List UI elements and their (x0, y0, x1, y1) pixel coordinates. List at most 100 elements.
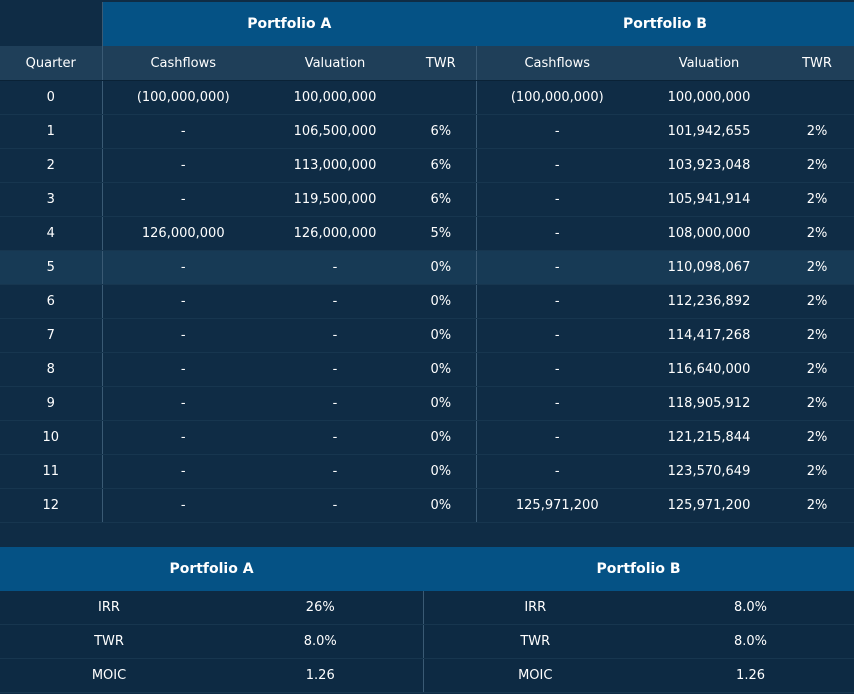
corner-cell (0, 2, 102, 46)
twr-a-cell: 0% (406, 386, 476, 421)
twr-a-cell: 6% (406, 148, 476, 183)
valuation-a-cell: 119,500,000 (264, 182, 406, 217)
cashflows-a-cell: - (101, 182, 264, 217)
cashflows-b-cell: - (475, 182, 638, 217)
cashflows-b-cell: (100,000,000) (475, 80, 638, 115)
twr-a-cell: 5% (406, 216, 476, 251)
column-header-cashflows-a: Cashflows (101, 46, 264, 81)
valuation-b-cell: 116,640,000 (638, 352, 780, 387)
metric-label-b: MOIC (422, 658, 648, 693)
twr-b-cell: 2% (780, 148, 854, 183)
valuation-b-cell: 112,236,892 (638, 284, 780, 319)
cashflows-b-cell: - (475, 420, 638, 455)
valuation-a-cell: - (264, 352, 406, 387)
summary-row: TWR 8.0% TWR 8.0% (0, 624, 854, 659)
twr-a-cell: 6% (406, 182, 476, 217)
valuation-b-cell: 105,941,914 (638, 182, 780, 217)
metric-value-b: 1.26 (647, 658, 854, 693)
cashflows-a-cell: - (101, 488, 264, 523)
group-header-portfolio-a: Portfolio A (101, 2, 476, 46)
valuation-a-cell: - (264, 420, 406, 455)
quarter-cell: 7 (0, 318, 102, 353)
twr-a-cell: 0% (406, 352, 476, 387)
twr-b-cell: 2% (780, 454, 854, 489)
metric-label-a: MOIC (0, 658, 218, 693)
cashflows-b-cell: - (475, 216, 638, 251)
twr-b-cell: 2% (780, 420, 854, 455)
cashflows-a-cell: - (101, 250, 264, 285)
table-row: 1-106,500,000 6% -101,942,655 2% (0, 114, 854, 149)
twr-a-cell: 0% (406, 318, 476, 353)
summary-header-row: Portfolio A Portfolio B (0, 547, 854, 591)
valuation-a-cell: - (264, 386, 406, 421)
valuation-b-cell: 103,923,048 (638, 148, 780, 183)
cashflows-b-cell: - (475, 148, 638, 183)
cashflows-b-cell: - (475, 250, 638, 285)
table-row: 12- -0% 125,971,200 125,971,200 2% (0, 488, 854, 523)
returns-table: Portfolio A Portfolio B Quarter Cashflow… (0, 2, 854, 523)
cashflows-a-cell: - (101, 386, 264, 421)
quarter-cell: 6 (0, 284, 102, 319)
summary-row: MOIC 1.26 MOIC 1.26 (0, 658, 854, 693)
valuation-a-cell: 126,000,000 (264, 216, 406, 251)
quarter-cell: 3 (0, 182, 102, 217)
cashflows-a-cell: - (101, 318, 264, 353)
valuation-b-cell: 118,905,912 (638, 386, 780, 421)
twr-a-cell: 0% (406, 488, 476, 523)
valuation-a-cell: - (264, 488, 406, 523)
metric-value-a: 8.0% (218, 624, 424, 659)
summary-header-portfolio-a: Portfolio A (0, 547, 424, 591)
summary-header-portfolio-b: Portfolio B (423, 547, 854, 591)
table-row: 11- -0% -123,570,649 2% (0, 454, 854, 489)
cashflows-b-cell: - (475, 284, 638, 319)
twr-a-cell: 0% (406, 284, 476, 319)
quarter-cell: 8 (0, 352, 102, 387)
metric-value-a: 26% (218, 591, 424, 625)
group-header-portfolio-b: Portfolio B (476, 2, 854, 46)
cashflows-a-cell: 126,000,000 (101, 216, 264, 251)
quarter-cell: 4 (0, 216, 102, 251)
metric-value-b: 8.0% (647, 591, 854, 625)
cashflows-a-cell: - (101, 114, 264, 149)
cashflows-b-cell: 125,971,200 (475, 488, 638, 523)
twr-a-cell: 0% (406, 250, 476, 285)
twr-b-cell: 2% (780, 250, 854, 285)
twr-a-cell (406, 80, 476, 115)
twr-b-cell: 2% (780, 114, 854, 149)
quarter-cell: 12 (0, 488, 102, 523)
column-header-twr-b: TWR (780, 46, 854, 81)
valuation-a-cell: - (264, 250, 406, 285)
table-row: 10- -0% -121,215,844 2% (0, 420, 854, 455)
valuation-b-cell: 114,417,268 (638, 318, 780, 353)
cashflows-a-cell: (100,000,000) (101, 80, 264, 115)
column-header-valuation-b: Valuation (638, 46, 780, 81)
cashflows-a-cell: - (101, 420, 264, 455)
table-row: 0 (100,000,000) 100,000,000 (100,000,000) 10… (0, 80, 854, 115)
summary-row: IRR 26% IRR 8.0% (0, 591, 854, 625)
valuation-a-cell: 100,000,000 (264, 80, 406, 115)
column-header-row: Quarter Cashflows Valuation TWR Cashflow… (0, 46, 854, 81)
column-header-cashflows-b: Cashflows (475, 46, 638, 81)
table-row: 4 126,000,000 126,000,000 5% -108,000,000 2% (0, 216, 854, 251)
quarter-cell: 11 (0, 454, 102, 489)
valuation-b-cell: 100,000,000 (638, 80, 780, 115)
cashflows-b-cell: - (475, 352, 638, 387)
twr-b-cell: 2% (780, 216, 854, 251)
metric-value-a: 1.26 (218, 658, 424, 693)
column-header-twr-a: TWR (406, 46, 476, 81)
table-row: 5- -0% -110,098,067 2% (0, 250, 854, 285)
twr-b-cell (780, 80, 854, 115)
metric-label-b: TWR (422, 624, 648, 659)
twr-b-cell: 2% (780, 386, 854, 421)
quarter-cell: 2 (0, 148, 102, 183)
twr-b-cell: 2% (780, 318, 854, 353)
table-row: 9- -0% -118,905,912 2% (0, 386, 854, 421)
quarter-cell: 5 (0, 250, 102, 285)
quarter-cell: 0 (0, 80, 102, 115)
table-row: 7- -0% -114,417,268 2% (0, 318, 854, 353)
valuation-a-cell: - (264, 318, 406, 353)
twr-a-cell: 0% (406, 454, 476, 489)
cashflows-a-cell: - (101, 352, 264, 387)
valuation-a-cell: 106,500,000 (264, 114, 406, 149)
valuation-b-cell: 108,000,000 (638, 216, 780, 251)
